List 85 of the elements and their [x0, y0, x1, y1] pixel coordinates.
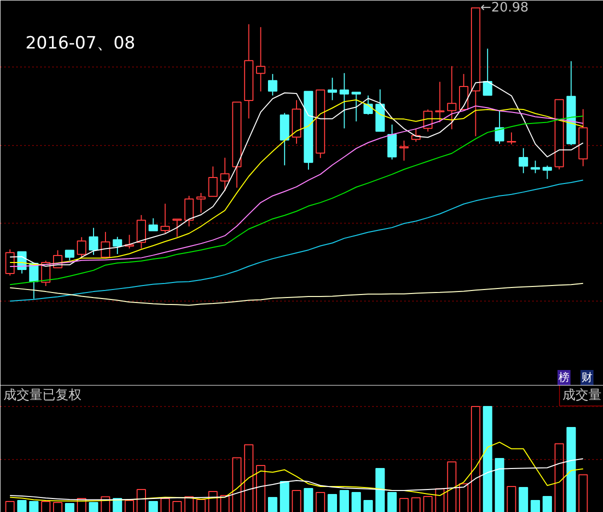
- bar: [363, 500, 373, 512]
- text: 成交量: [562, 387, 602, 403]
- bar: [88, 502, 98, 512]
- candlestick: [435, 81, 444, 123]
- bar: [554, 443, 564, 512]
- bar: [268, 496, 278, 512]
- candlestick: [160, 203, 170, 234]
- candlestick: [112, 236, 122, 255]
- annotation: ←20.98: [480, 0, 529, 16]
- candlestick: [352, 92, 361, 122]
- candlestick: [328, 77, 338, 101]
- bar: [280, 481, 290, 512]
- bar: [482, 406, 492, 512]
- candlestick: [542, 165, 552, 180]
- candlestick: [172, 218, 182, 238]
- bar: [399, 498, 409, 512]
- bar: [244, 444, 254, 512]
- bar: [220, 495, 230, 512]
- bar: [41, 500, 50, 512]
- bar: [530, 500, 540, 512]
- candlestick: [196, 192, 206, 214]
- bar: [328, 494, 338, 512]
- bar: [566, 426, 576, 512]
- candlestick: [530, 160, 540, 174]
- bar: [172, 500, 182, 512]
- bar: [494, 458, 504, 512]
- candlestick: [506, 132, 516, 145]
- candlestick: [447, 66, 456, 130]
- text: 榜: [558, 371, 570, 384]
- bar: [100, 496, 110, 512]
- candlestick: [363, 94, 373, 116]
- chart-title: 成交量已复权: [4, 387, 82, 403]
- bar: [304, 488, 314, 512]
- bar: [136, 489, 146, 512]
- bar: [435, 488, 444, 512]
- bar: [352, 492, 361, 512]
- bar: [578, 474, 588, 512]
- candlestick: [76, 236, 86, 258]
- bar: [387, 492, 397, 512]
- candlestick: [5, 248, 15, 276]
- candlestick: [136, 214, 146, 250]
- candlestick: [459, 73, 468, 110]
- bar: [340, 490, 349, 512]
- candlestick: [340, 72, 349, 129]
- candlestick: [208, 166, 218, 197]
- candlestick: [399, 140, 409, 162]
- text: 财: [582, 371, 592, 384]
- bar: [316, 492, 326, 512]
- candlestick: [256, 26, 266, 92]
- bar: [542, 496, 552, 512]
- candlestick: [268, 73, 278, 96]
- bar: [29, 500, 39, 512]
- candlestick: [482, 48, 492, 96]
- candlestick: [518, 148, 528, 174]
- bar: [292, 490, 302, 512]
- bar: [447, 461, 456, 512]
- bar: [160, 498, 170, 512]
- bar: [459, 483, 468, 512]
- bar: [232, 457, 242, 512]
- bar: [256, 465, 266, 512]
- bar: [112, 498, 122, 512]
- candlestick: [220, 157, 230, 192]
- candlestick: [423, 108, 433, 132]
- candlestick: [148, 218, 158, 232]
- bar: [53, 502, 62, 512]
- bar: [5, 500, 15, 512]
- bar: [124, 500, 134, 512]
- bar: [506, 486, 516, 512]
- bar: [208, 491, 218, 512]
- bar: [148, 500, 158, 512]
- bar: [184, 496, 194, 512]
- candlestick: [64, 250, 74, 261]
- bar: [423, 496, 433, 512]
- text: 2016-07、08: [26, 34, 136, 54]
- bar: [518, 486, 528, 512]
- bar: [411, 497, 421, 512]
- candlestick: [184, 195, 194, 227]
- bar: [470, 406, 480, 512]
- bar: [196, 498, 206, 512]
- bar: [76, 498, 86, 512]
- bar: [17, 500, 27, 512]
- bar: [375, 468, 385, 512]
- bar: [64, 502, 74, 512]
- candlestick: [387, 124, 397, 160]
- candlestick: [88, 227, 98, 256]
